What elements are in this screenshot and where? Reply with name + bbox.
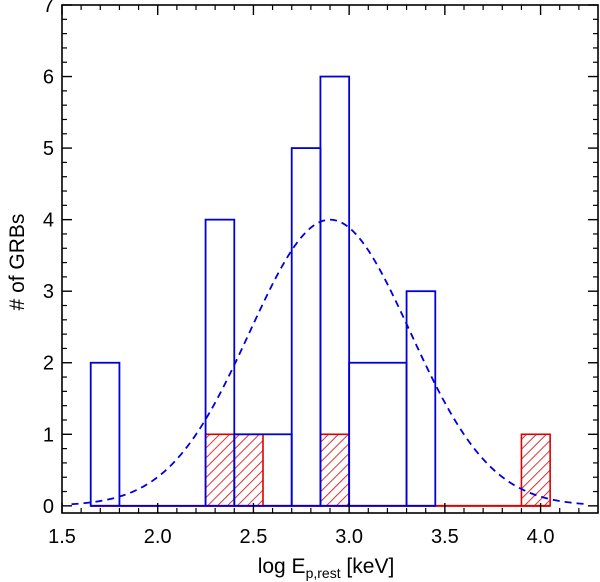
x-axis-label-subscript: p,rest — [306, 565, 341, 581]
x-tick-label-3: 3.0 — [335, 526, 363, 548]
y-tick-label-6: 6 — [43, 67, 54, 89]
histogram-bar-5 — [319, 75, 351, 507]
y-axis-label: # of GRBs — [6, 214, 29, 311]
plot-area — [71, 75, 589, 507]
x-tick-label-4: 3.5 — [431, 526, 459, 548]
histogram-bar-6 — [348, 361, 408, 507]
y-tick-label-0: 0 — [43, 496, 54, 518]
y-tick-label-3: 3 — [43, 281, 54, 303]
y-tick-label-2: 2 — [43, 353, 54, 375]
histogram-bar-2 — [204, 218, 236, 507]
subset-bar-2 — [520, 433, 551, 507]
subset-bar-1 — [319, 433, 350, 507]
x-tick-label-5: 4.0 — [527, 526, 555, 548]
x-axis-label-unit: [keV] — [341, 555, 395, 578]
y-tick-label-7: 7 — [43, 0, 54, 17]
histogram-bar-0 — [89, 361, 121, 507]
y-tick-label-4: 4 — [43, 210, 54, 232]
x-axis-label-main: log E — [258, 555, 306, 578]
x-tick-label-2: 2.5 — [240, 526, 268, 548]
gaussian-fit-curve — [71, 218, 589, 506]
y-tick-label-5: 5 — [43, 138, 54, 160]
histogram-bar-4 — [290, 147, 322, 507]
x-axis-label: log Ep,rest [keV] — [258, 555, 395, 581]
histogram-bar-7 — [405, 290, 437, 507]
y-tick-label-1: 1 — [43, 424, 54, 446]
axis-ticks — [61, 4, 598, 513]
x-tick-label-0: 1.5 — [48, 526, 76, 548]
axis-tick-labels: 1.5 2.0 2.5 3.0 3.5 4.0 0 1 2 3 4 5 6 7 — [43, 0, 555, 548]
x-tick-label-1: 2.0 — [144, 526, 172, 548]
